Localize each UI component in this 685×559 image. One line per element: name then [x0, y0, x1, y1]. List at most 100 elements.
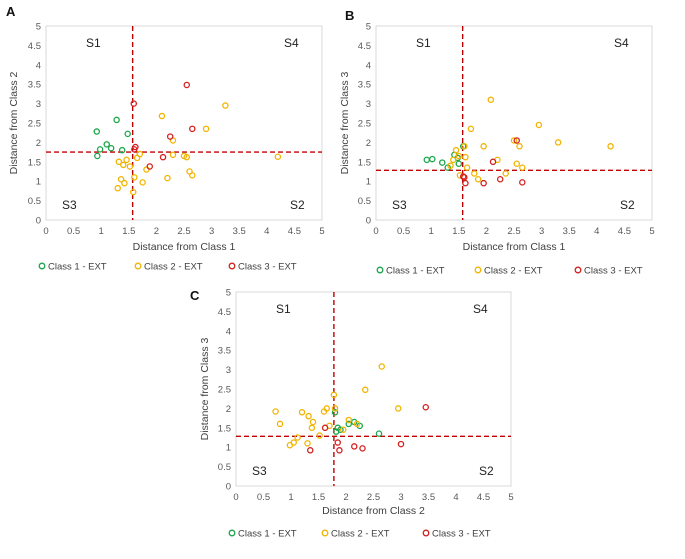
x-axis-title: Distance from Class 1	[463, 241, 566, 253]
y-tick-label: 0.5	[218, 462, 231, 473]
data-point-class-3	[461, 174, 468, 181]
x-tick-label: 0.5	[257, 492, 270, 503]
data-point-class-3	[519, 179, 526, 186]
quadrant-label-top-left: S1	[276, 302, 291, 316]
quadrant-label-top-left: S1	[416, 36, 431, 50]
data-point-class-2	[331, 405, 339, 412]
data-point-class-2	[452, 146, 460, 154]
y-tick-label: 4.5	[358, 41, 371, 52]
y-axis-title: Distance from Class 3	[199, 337, 211, 440]
data-point-class-2	[353, 420, 361, 428]
data-point-class-2	[131, 174, 138, 181]
quadrant-label-bottom-left: S3	[252, 464, 267, 478]
y-tick-label: 4	[366, 60, 371, 71]
data-point-class-3	[496, 176, 504, 183]
data-point-class-3	[159, 153, 167, 161]
data-point-class-1	[118, 146, 126, 154]
x-tick-label: 1.5	[452, 226, 465, 237]
data-point-class-2	[121, 179, 128, 187]
data-point-class-1	[103, 141, 110, 148]
legend-label-class-3: Class 3 - EXT	[432, 528, 491, 539]
x-tick-label: 1	[99, 226, 104, 237]
y-tick-label: 5	[226, 288, 231, 299]
data-point-class-3	[130, 100, 138, 107]
legend-marker-class-1	[376, 266, 384, 274]
y-tick-label: 0	[226, 482, 231, 493]
quadrant-label-top-right: S4	[473, 302, 488, 316]
data-point-class-3	[321, 424, 329, 432]
data-point-class-3	[513, 137, 521, 144]
data-point-class-2	[554, 139, 562, 146]
y-tick-label: 2	[366, 138, 371, 149]
data-point-class-3	[146, 163, 154, 170]
data-point-class-2	[133, 154, 141, 162]
y-tick-label: 2	[36, 138, 41, 149]
panel-c-plot: 0 0.5 1 1.5 2 2.5 3 3.5 4 4.5 5 0 0.5 1 1.5 2 2.5 3 3.5 4 4.…	[199, 288, 514, 540]
data-point-class-2	[471, 170, 478, 177]
legend-marker-class-3	[228, 262, 236, 270]
x-tick-label: 2	[343, 492, 348, 503]
x-tick-label: 4	[594, 226, 599, 237]
panel-a-letter: A	[6, 4, 16, 19]
data-point-class-1	[107, 144, 115, 152]
legend-label-class-3: Class 3 - EXT	[238, 261, 297, 272]
legend-marker-class-2	[321, 529, 329, 537]
data-point-class-2	[519, 164, 526, 171]
y-tick-label: 1	[366, 177, 371, 188]
quadrant-label-bottom-right: S2	[620, 198, 635, 212]
x-tick-label: 1.5	[312, 492, 325, 503]
x-tick-label: 3	[539, 226, 544, 237]
data-point-class-1	[94, 152, 101, 160]
legend-label-class-1: Class 1 - EXT	[238, 528, 297, 539]
data-point-class-2	[535, 121, 543, 129]
data-point-class-3	[166, 133, 174, 140]
x-tick-label: 5	[319, 226, 324, 237]
quadrant-label-top-left: S1	[86, 36, 101, 50]
y-tick-label: 2.5	[218, 385, 231, 396]
data-point-class-2	[345, 416, 352, 424]
data-point-class-1	[96, 146, 104, 153]
data-point-class-2	[480, 143, 487, 150]
panel-b: B 0 0.5 1 1.5 2 2.5 3 3.5 4 4.5 5 0 0.5 1 1.5 2 2.5 3 3.5 4…	[339, 8, 655, 276]
x-tick-label: 2	[484, 226, 489, 237]
x-tick-label: 0.5	[67, 226, 80, 237]
y-tick-label: 3.5	[358, 80, 371, 91]
data-point-class-3	[397, 440, 405, 448]
y-tick-label: 0.5	[28, 196, 41, 207]
legend-label-class-2: Class 2 - EXT	[484, 265, 543, 276]
legend-marker-class-2	[474, 266, 482, 274]
data-point-class-2	[339, 426, 347, 433]
data-point-class-3	[350, 443, 358, 450]
data-point-class-2	[463, 164, 471, 171]
legend-marker-class-2	[134, 262, 142, 270]
y-tick-label: 1.5	[358, 157, 371, 168]
data-point-class-2	[502, 170, 509, 177]
data-point-class-3	[359, 445, 366, 452]
x-tick-label: 2.5	[367, 492, 380, 503]
data-point-class-2	[183, 153, 191, 161]
data-point-class-1	[113, 116, 120, 124]
x-tick-label: 3.5	[233, 226, 246, 237]
plot-area	[235, 291, 512, 487]
data-point-class-3	[183, 81, 191, 89]
data-point-class-2	[274, 153, 282, 161]
x-tick-label: 3	[398, 492, 403, 503]
x-tick-label: 0.5	[397, 226, 410, 237]
data-point-class-1	[438, 159, 446, 166]
x-tick-label: 0	[373, 226, 378, 237]
data-point-class-2	[123, 156, 130, 164]
legend-marker-class-3	[574, 266, 582, 274]
panel-c: C 0 0.5 1 1.5 2 2.5 3 3.5 4 4.5 5 0 0.5 1 1.5 2 2.5 3 3.5 4…	[190, 288, 514, 540]
quadrant-label-bottom-right: S2	[290, 198, 305, 212]
data-point-class-2	[169, 151, 177, 159]
x-tick-label: 2.5	[177, 226, 190, 237]
data-point-class-1	[429, 155, 436, 163]
data-point-class-2	[298, 409, 306, 416]
quadrant-label-bottom-right: S2	[479, 464, 494, 478]
x-tick-label: 5	[649, 226, 654, 237]
data-point-class-2	[117, 176, 125, 183]
data-point-class-2	[607, 143, 614, 150]
legend-label-class-2: Class 2 - EXT	[331, 528, 390, 539]
panel-c-letter: C	[190, 288, 200, 303]
data-point-class-2	[474, 176, 482, 183]
